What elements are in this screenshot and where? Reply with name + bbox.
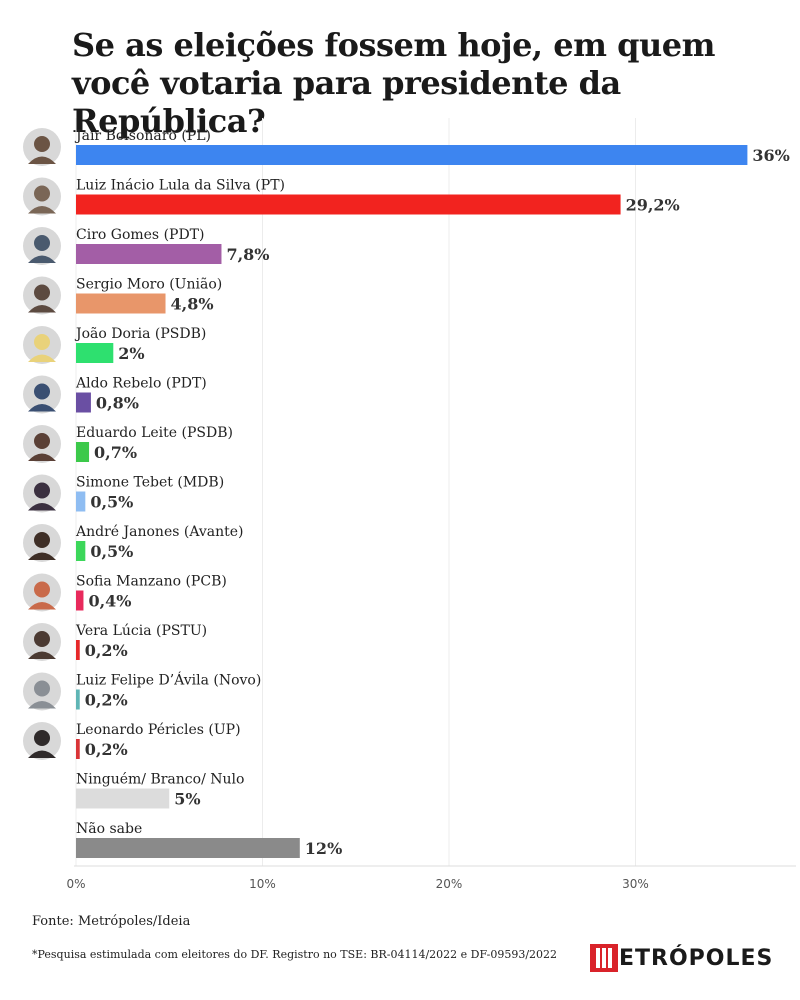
bar — [76, 442, 90, 462]
category-label: João Doria (PSDB) — [74, 326, 206, 342]
metropoles-logo-mark-icon — [590, 944, 618, 972]
value-label: 0,7% — [94, 443, 137, 462]
value-label: 0,2% — [85, 691, 128, 710]
avatar-head — [34, 680, 50, 697]
avatar-head — [34, 581, 50, 598]
bar-chart: 0% 10% 20% 30% Jair Bolsonaro (PL) 36% Luiz In… — [23, 118, 796, 891]
avatar-body — [28, 156, 56, 164]
category-label: Não sabe — [76, 821, 142, 837]
bar — [76, 491, 86, 512]
avatar-head — [34, 235, 50, 251]
value-label: 0,2% — [85, 740, 128, 759]
bar — [76, 244, 222, 264]
bar — [76, 590, 84, 611]
avatar-head — [34, 383, 50, 400]
avatar-body — [28, 651, 56, 659]
value-label: 29,2% — [626, 196, 680, 215]
avatar-body — [28, 206, 56, 214]
avatar-head — [34, 334, 50, 350]
avatar-head — [34, 284, 50, 301]
category-label: Eduardo Leite (PSDB) — [76, 425, 233, 441]
brand-name: ETRÓPOLES — [619, 945, 774, 971]
category-label: Sergio Moro (União) — [76, 277, 222, 293]
survey-note: *Pesquisa estimulada com eleitores do DF… — [32, 948, 558, 961]
bar — [76, 541, 86, 561]
category-label: André Janones (Avante) — [75, 524, 244, 540]
category-label: Vera Lúcia (PSTU) — [75, 623, 207, 639]
chart-title: Se as eleições fossem hoje, em quem você… — [72, 26, 715, 140]
x-tick-label: 20% — [436, 877, 463, 891]
avatar-body — [28, 701, 56, 709]
category-label: Ninguém/ Branco/ Nulo — [76, 772, 244, 788]
value-label: 0,2% — [85, 641, 128, 660]
category-label: Luiz Inácio Lula da Silva (PT) — [76, 178, 285, 194]
bar — [76, 640, 80, 660]
value-label: 0,8% — [96, 394, 139, 413]
avatar-body — [28, 354, 56, 362]
value-label: 2% — [118, 344, 144, 363]
bar — [76, 293, 166, 314]
value-label: 36% — [752, 146, 789, 165]
bar — [76, 739, 80, 759]
bar — [76, 838, 300, 858]
avatar-head — [34, 730, 50, 746]
bar — [76, 145, 748, 165]
avatar-body — [28, 404, 56, 412]
bar — [76, 788, 170, 809]
avatar-head — [34, 532, 50, 548]
avatar-body — [28, 750, 56, 758]
avatar-body — [28, 255, 56, 263]
bar — [76, 194, 621, 215]
category-label: Jair Bolsonaro (PL) — [74, 128, 211, 144]
category-label: Sofia Manzano (PCB) — [76, 574, 227, 590]
avatar-head — [34, 631, 50, 647]
metropoles-logo: ETRÓPOLES — [590, 944, 773, 972]
value-label: 0,4% — [88, 592, 131, 611]
value-label: 5% — [174, 790, 200, 809]
category-label: Aldo Rebelo (PDT) — [75, 376, 207, 392]
avatar-body — [28, 602, 56, 610]
avatar-head — [34, 482, 50, 499]
value-label: 0,5% — [90, 493, 133, 512]
source-text: Fonte: Metrópoles/Ideia — [32, 914, 191, 929]
avatar-body — [28, 305, 56, 313]
value-label: 0,5% — [90, 542, 133, 561]
bar — [76, 343, 114, 363]
value-label: 4,8% — [171, 295, 214, 314]
avatar-head — [34, 433, 50, 449]
value-label: 7,8% — [226, 245, 269, 264]
bar — [76, 689, 80, 710]
avatar-head — [34, 136, 50, 152]
category-label: Simone Tebet (MDB) — [76, 475, 224, 491]
x-tick-label: 0% — [66, 877, 85, 891]
category-label: Ciro Gomes (PDT) — [76, 227, 204, 243]
category-label: Leonardo Péricles (UP) — [76, 722, 241, 738]
category-label: Luiz Felipe D’Ávila (Novo) — [76, 671, 261, 689]
bar — [76, 392, 91, 413]
avatar-body — [28, 453, 56, 461]
value-label: 12% — [305, 839, 342, 858]
avatar-head — [34, 185, 50, 202]
x-tick-label: 30% — [622, 877, 649, 891]
avatar-body — [28, 552, 56, 560]
x-tick-label: 10% — [249, 877, 276, 891]
avatar-body — [28, 503, 56, 511]
